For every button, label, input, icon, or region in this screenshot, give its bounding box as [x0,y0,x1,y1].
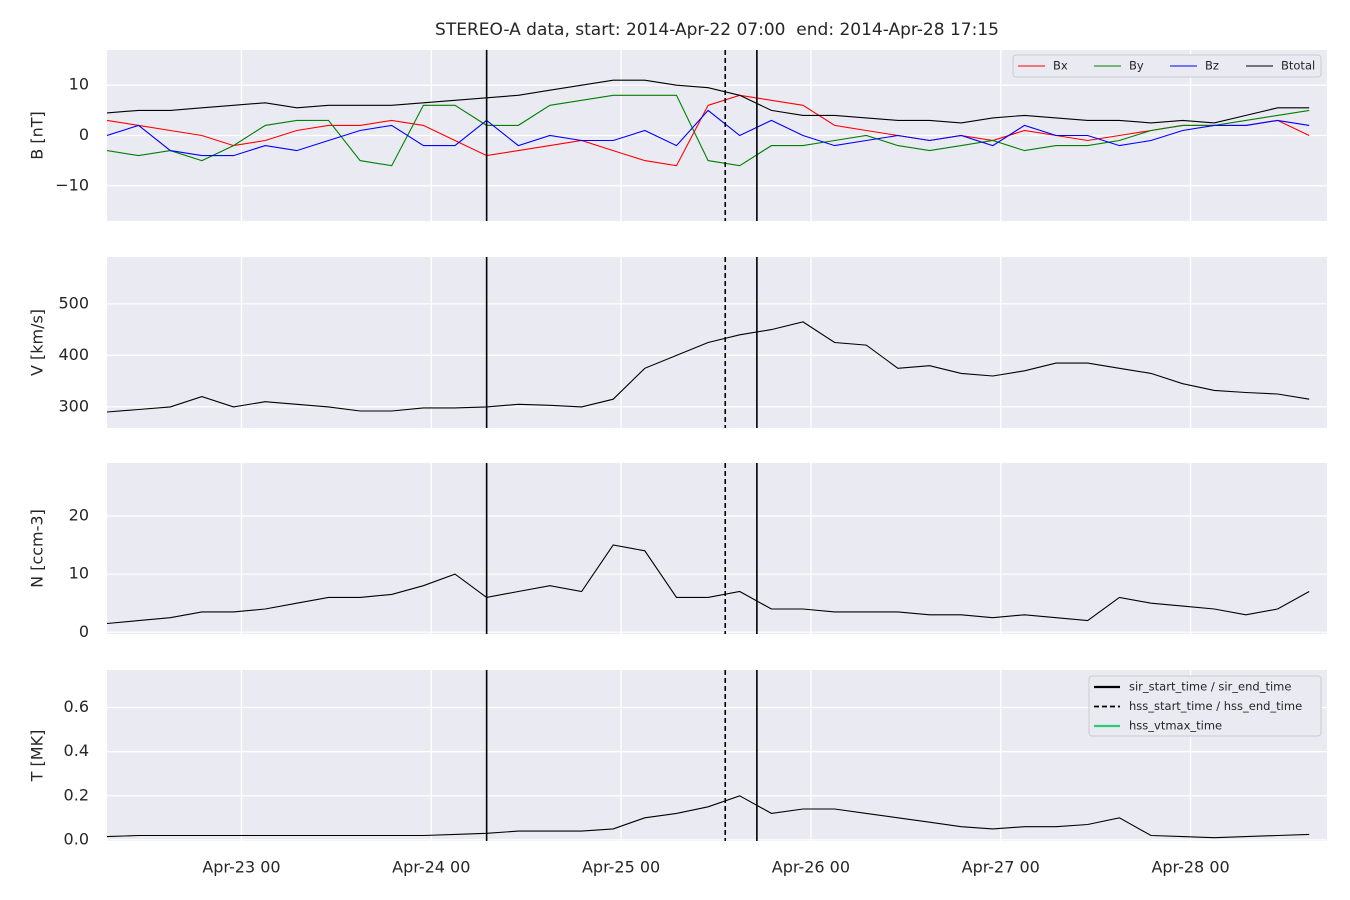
y-tick-label: 10 [69,75,89,94]
legend-label: hss_vtmax_time [1129,719,1222,733]
y-axis-label: T [MK] [28,730,47,783]
plot-background [107,257,1327,428]
y-tick-label: 500 [58,293,89,312]
y-tick-label: 0.2 [64,785,89,804]
series-line [107,109,1310,157]
y-tick-label: 0.6 [64,697,89,716]
x-tick-label: Apr-26 00 [772,858,850,877]
legend-box [1012,54,1322,78]
legend-label: Bx [1053,59,1068,73]
series-line [107,79,1310,124]
y-tick-label: 0 [79,622,89,641]
legend-label: sir_start_time / sir_end_time [1129,680,1291,694]
x-tick-label: Apr-28 00 [1151,858,1229,877]
series-line [107,544,1310,625]
y-axis-label: B [nT] [28,111,47,159]
y-tick-label: −10 [55,175,89,194]
legend-label: Bz [1205,59,1219,73]
y-tick-label: 300 [58,396,89,415]
chart-title: STEREO-A data, start: 2014-Apr-22 07:00 … [435,20,999,40]
series-line [107,795,1310,839]
legend-label: hss_start_time / hss_end_time [1129,699,1302,713]
y-tick-label: 0.4 [64,741,89,760]
y-tick-label: 10 [69,564,89,583]
legend-label: Btotal [1281,59,1315,73]
plot-background [107,463,1327,634]
legend-box [1088,675,1322,737]
y-axis-label: V [km/s] [28,309,47,376]
y-tick-label: 0 [79,125,89,144]
x-tick-label: Apr-24 00 [392,858,470,877]
x-tick-label: Apr-23 00 [202,858,280,877]
series-line [107,321,1310,413]
y-tick-label: 0.0 [64,829,89,848]
y-tick-label: 20 [69,505,89,524]
legend-label: By [1129,59,1144,73]
x-tick-label: Apr-27 00 [962,858,1040,877]
series-line [107,94,1310,167]
y-axis-label: N [ccm-3] [28,509,47,588]
y-tick-label: 400 [58,345,89,364]
x-tick-label: Apr-25 00 [582,858,660,877]
